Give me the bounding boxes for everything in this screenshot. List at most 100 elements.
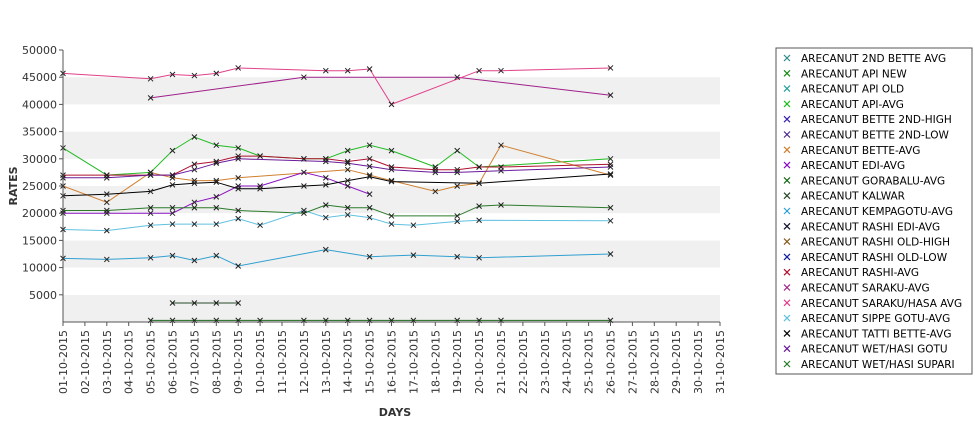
- data-point: [344, 204, 351, 211]
- x-tick-label: 01-10-2015: [57, 330, 70, 394]
- data-point: [366, 163, 373, 170]
- data-point: [344, 183, 351, 189]
- data-point: [191, 257, 198, 264]
- y-tick-label: 15000: [22, 234, 57, 247]
- data-point: [213, 204, 220, 211]
- data-point: [169, 221, 176, 227]
- grid-bands: [63, 50, 720, 322]
- x-tick-label: 23-10-2015: [539, 330, 552, 394]
- data-point: [366, 173, 373, 180]
- legend-entry: ARECANUT 2ND BETTE AVG: [783, 53, 946, 65]
- data-point: [301, 74, 307, 81]
- data-point: [169, 182, 176, 188]
- x-tick-label: 24-10-2015: [561, 330, 574, 394]
- x-tick-label: 29-10-2015: [670, 330, 683, 394]
- data-point: [147, 172, 154, 178]
- data-point: [607, 217, 614, 224]
- legend-label: ARECANUT KALWAR: [801, 191, 905, 203]
- legend-entry: ARECANUT WET/HASI GOTU: [783, 344, 948, 356]
- data-point: [213, 300, 220, 306]
- data-point: [607, 251, 614, 257]
- x-tick-label: 26-10-2015: [605, 330, 618, 394]
- data-point: [103, 227, 110, 234]
- data-point: [432, 188, 439, 195]
- legend-entry: ARECANUT GORABALU-AVG: [783, 175, 945, 187]
- data-point: [366, 204, 373, 211]
- y-tick-label: 20000: [22, 207, 57, 220]
- data-point: [454, 74, 461, 81]
- legend-entry: ARECANUT RASHI OLD-HIGH: [783, 237, 950, 249]
- x-tick-label: 05-10-2015: [145, 330, 158, 394]
- data-point: [607, 171, 614, 177]
- legend-entry: ARECANUT SIPPE GOTU-AVG: [783, 313, 950, 325]
- series-line: [150, 76, 611, 99]
- data-point: [476, 164, 482, 170]
- legend-entry: ARECANUT RASHI EDI-AVG: [783, 221, 940, 233]
- data-point: [607, 164, 614, 170]
- data-point: [344, 147, 351, 154]
- data-point: [191, 204, 198, 211]
- data-point: [366, 66, 373, 72]
- data-point: [366, 155, 373, 162]
- legend-label: ARECANUT RASHI OLD-HIGH: [801, 237, 950, 249]
- legend-entry: ARECANUT RASHI OLD-LOW: [783, 252, 948, 264]
- legend-entry: ARECANUT SARAKU-AVG: [783, 283, 930, 295]
- x-tick-label: 21-10-2015: [495, 330, 508, 394]
- data-point: [322, 174, 329, 181]
- data-point: [344, 177, 351, 184]
- data-point: [498, 142, 504, 149]
- legend-label: ARECANUT BETTE 2ND-HIGH: [801, 114, 952, 126]
- y-tick-label: 5000: [29, 289, 57, 302]
- y-tick-label: 10000: [22, 262, 57, 275]
- legend-entry: ARECANUT RASHI-AVG: [783, 267, 919, 279]
- legend-label: ARECANUT EDI-AVG: [801, 160, 905, 172]
- data-point: [191, 221, 198, 227]
- legend-entry: ARECANUT BETTE 2ND-LOW: [783, 130, 950, 142]
- x-tick-label: 27-10-2015: [626, 330, 639, 394]
- data-point: [301, 155, 307, 162]
- legend-label: ARECANUT RASHI EDI-AVG: [801, 221, 940, 233]
- legend-entry: ARECANUT API NEW: [783, 68, 907, 80]
- data-point: [388, 178, 395, 185]
- data-point: [301, 210, 307, 217]
- data-point: [235, 65, 242, 71]
- x-tick-label: 20-10-2015: [473, 330, 486, 394]
- y-tick-label: 25000: [22, 180, 57, 193]
- grid-band: [63, 213, 720, 241]
- x-tick-label: 18-10-2015: [429, 330, 442, 394]
- data-point: [169, 147, 176, 154]
- data-point: [454, 183, 461, 189]
- legend-label: ARECANUT API NEW: [801, 68, 907, 80]
- data-point: [454, 147, 461, 154]
- data-point: [454, 213, 461, 219]
- data-point: [169, 172, 176, 178]
- x-tick-label: 25-10-2015: [583, 330, 596, 394]
- x-tick-label: 14-10-2015: [342, 330, 355, 394]
- y-axis-ticks: 5000 10000 15000 20000 25000 30000 35000 40000 4…: [22, 44, 63, 302]
- data-point: [213, 70, 220, 77]
- x-tick-label: 08-10-2015: [210, 330, 223, 394]
- legend-label: ARECANUT BETTE 2ND-LOW: [801, 130, 950, 142]
- data-point: [410, 222, 417, 229]
- data-point: [213, 194, 220, 200]
- data-point: [607, 172, 614, 178]
- legend-label: ARECANUT KEMPAGOTU-AVG: [801, 206, 953, 218]
- legend-entry: ARECANUT KALWAR: [783, 191, 905, 203]
- data-point: [388, 101, 395, 108]
- legend-entry: ARECANUT WET/HASI SUPARI: [783, 359, 955, 371]
- data-point: [191, 300, 198, 306]
- grid-band: [63, 131, 720, 159]
- x-tick-label: 13-10-2015: [320, 330, 333, 394]
- data-point: [169, 252, 176, 259]
- data-point: [366, 191, 373, 198]
- legend-entry: ARECANUT API-AVG: [783, 99, 904, 111]
- data-point: [191, 166, 198, 173]
- data-point: [344, 160, 351, 167]
- data-point: [476, 180, 482, 187]
- data-point: [147, 75, 154, 82]
- data-point: [388, 177, 395, 184]
- data-point: [322, 214, 329, 221]
- legend-entry: ARECANUT API OLD: [783, 84, 904, 96]
- data-point: [103, 256, 110, 263]
